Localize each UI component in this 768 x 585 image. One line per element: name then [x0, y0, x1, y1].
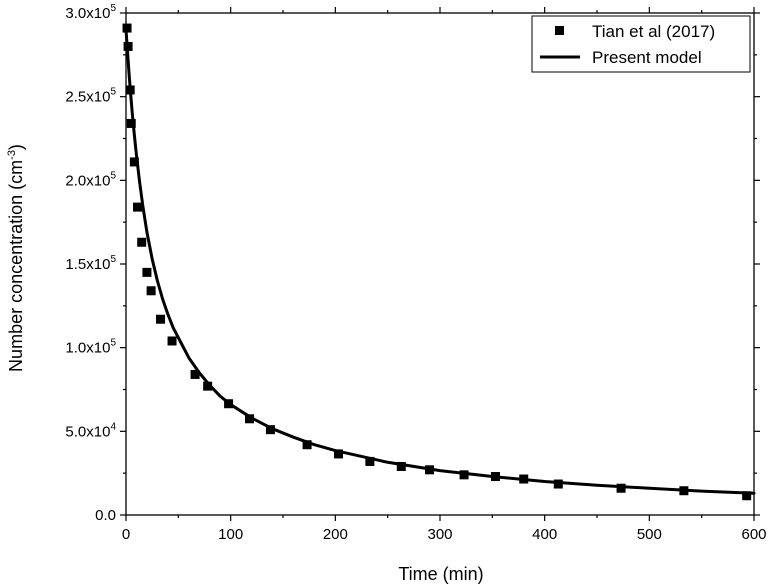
data-point [224, 399, 234, 409]
data-point [245, 414, 255, 424]
data-point [459, 470, 469, 480]
y-axis-label-sup: -3 [6, 150, 18, 160]
data-point [123, 41, 133, 51]
legend-box [531, 15, 751, 73]
y-axis-label-main: Number concentration (cm [6, 160, 26, 372]
legend-marker-square [555, 26, 564, 35]
data-point [396, 461, 406, 471]
data-point [365, 456, 375, 466]
data-point [553, 479, 563, 489]
legend-label-tian: Tian et al (2017) [592, 22, 715, 41]
data-point [490, 472, 500, 482]
ticks-layer: 0 100 200 300 400 500 6000.05.0x1041.0x1051.5x… [65, 3, 766, 543]
y-tick-label-exp: 5 [110, 170, 116, 181]
y-axis-label-close: ) [6, 144, 26, 150]
data-point [137, 237, 147, 247]
y-tick-label: 0.0 [95, 507, 116, 524]
y-tick-label-base: 3.0x10 [65, 5, 110, 22]
data-point [129, 157, 139, 167]
y-tick-label: 1.5x105 [65, 254, 116, 273]
data-point [122, 23, 132, 33]
data-point [425, 465, 435, 475]
y-tick-label-exp: 5 [110, 338, 116, 349]
data-point [142, 267, 152, 277]
x-tick-label: 300 [427, 526, 452, 543]
data-point [519, 474, 529, 484]
y-tick-label-base: 1.0x10 [65, 340, 110, 357]
x-tick-label: 400 [532, 526, 557, 543]
y-tick-label-base: 5.0x10 [65, 423, 110, 440]
y-tick-label-base: 2.5x10 [65, 89, 110, 106]
x-axis-label: Time (min) [398, 564, 483, 584]
data-point [156, 314, 166, 324]
y-tick-label-exp: 4 [110, 421, 116, 432]
data-point [742, 491, 752, 501]
y-tick-label-exp: 5 [110, 254, 116, 265]
x-tick-label: 100 [218, 526, 243, 543]
data-point [133, 202, 143, 212]
model-curve [124, 28, 756, 495]
data-point [146, 286, 156, 296]
legend-label-model: Present model [592, 48, 702, 67]
data-point [125, 85, 135, 95]
y-tick-label-exp: 5 [110, 87, 116, 98]
x-tick-label: 600 [741, 526, 766, 543]
x-tick-label: 500 [637, 526, 662, 543]
y-tick-label: 2.5x105 [65, 87, 116, 106]
data-point [167, 336, 177, 346]
plot-frame-layer [125, 12, 755, 516]
plot-frame [125, 12, 755, 516]
data-point [302, 440, 312, 450]
x-tick-label: 0 [122, 526, 130, 543]
y-tick-label: 5.0x104 [65, 421, 116, 440]
y-axis-label: Number concentration (cm-3) [6, 144, 26, 372]
y-tick-label-base: 0.0 [95, 507, 116, 524]
data-point [616, 483, 626, 493]
data-point [126, 118, 136, 128]
legend: Tian et al (2017) Present model [531, 15, 751, 73]
axis-labels: Time (min) Number concentration (cm-3) [6, 144, 484, 584]
data-point [190, 369, 200, 379]
data-point [679, 486, 689, 496]
x-tick-label: 200 [323, 526, 348, 543]
data-point [333, 449, 343, 459]
y-tick-label: 2.0x105 [65, 170, 116, 189]
y-tick-label-base: 1.5x10 [65, 256, 110, 273]
data-point [265, 425, 275, 435]
data-point [203, 381, 213, 391]
y-tick-label: 3.0x105 [65, 3, 116, 22]
y-tick-label-exp: 5 [110, 3, 116, 14]
y-tick-label-base: 2.0x10 [65, 172, 110, 189]
series-layer [122, 23, 756, 501]
y-tick-label: 1.0x105 [65, 338, 116, 357]
